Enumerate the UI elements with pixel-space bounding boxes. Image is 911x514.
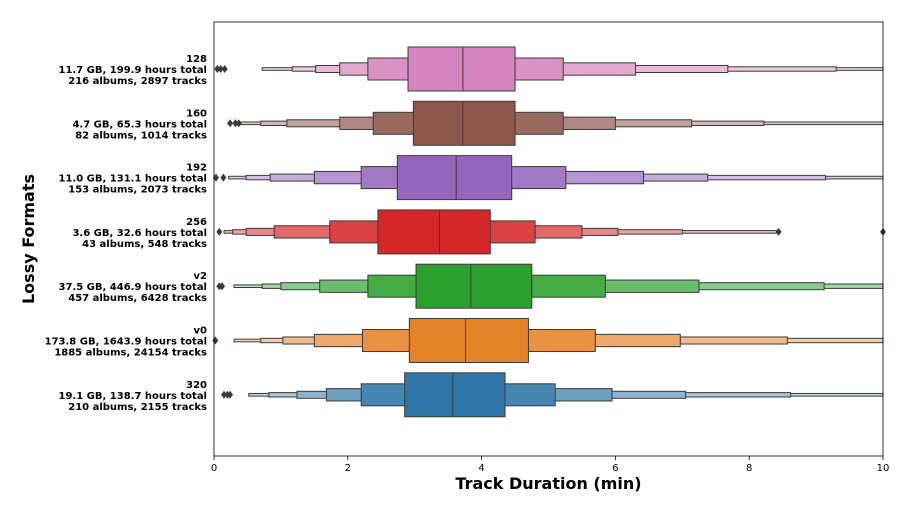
x-tick-label: 10 [877,463,890,474]
row-256 [216,209,886,255]
x-axis: 0 2 4 6 8 10 [211,456,890,474]
outlier-point [775,227,782,236]
category-size-label: 11.7 GB, 199.9 hours total [59,65,207,76]
boxen-level-1 [415,263,533,309]
category-count-label: 1885 albums, 24154 tracks [54,348,207,359]
outlier-point [216,227,223,236]
outlier-point [220,173,227,182]
category-count-label: 216 albums, 2897 tracks [68,76,207,87]
x-tick-label: 6 [612,463,618,474]
outlier-point [235,119,242,128]
boxen-level-1 [408,318,529,363]
category-size-label: 173.8 GB, 1643.9 hours total [45,337,207,348]
category-count-label: 457 albums, 6428 tracks [68,293,207,304]
outlier-point [221,390,228,399]
row-160 [227,100,884,146]
category-size-label: 19.1 GB, 138.7 hours total [59,391,207,402]
x-tick-label: 0 [211,463,217,474]
row-320 [221,372,884,418]
category-size-label: 3.6 GB, 32.6 hours total [72,228,207,239]
category-label: v2 [194,271,208,282]
category-size-label: 11.0 GB, 131.1 hours total [59,174,207,185]
boxen-level-1 [407,46,516,92]
x-axis-title: Track Duration (min) [455,474,641,493]
category-size-label: 37.5 GB, 446.9 hours total [59,282,207,293]
y-axis-title: Lossy Formats [19,174,38,304]
row-192 [213,155,884,201]
outlier-point [232,119,239,128]
x-tick-label: 4 [478,463,484,474]
row-v0 [212,318,884,363]
category-count-label: 43 albums, 548 tracks [82,239,207,250]
outlier-point [212,336,219,345]
row-v2 [216,263,884,309]
plot-area [212,46,886,418]
outlier-point [227,390,234,399]
category-label: 192 [186,163,207,174]
boxen-level-1 [404,372,506,418]
category-label: 128 [186,54,207,65]
boxen-level-1 [412,100,516,146]
category-count-label: 82 albums, 1014 tracks [75,130,207,141]
x-tick-label: 8 [746,463,752,474]
outlier-point [219,282,226,291]
outlier-point [217,65,224,73]
outlier-point [221,65,228,73]
category-label: v0 [194,326,208,337]
outlier-point [227,119,234,128]
category-count-label: 153 albums, 2073 tracks [68,185,207,196]
category-size-label: 4.7 GB, 65.3 hours total [72,119,207,130]
outlier-point [214,65,221,73]
category-label: 256 [186,217,207,228]
x-tick-label: 2 [345,463,351,474]
category-label: 320 [186,380,207,391]
category-count-label: 210 albums, 2155 tracks [68,402,207,413]
row-128 [214,46,884,92]
boxen-level-1 [377,209,491,255]
outlier-point [213,173,220,182]
boxen-level-1 [396,155,513,201]
axes-frame [213,21,884,457]
category-label: 160 [186,108,207,119]
